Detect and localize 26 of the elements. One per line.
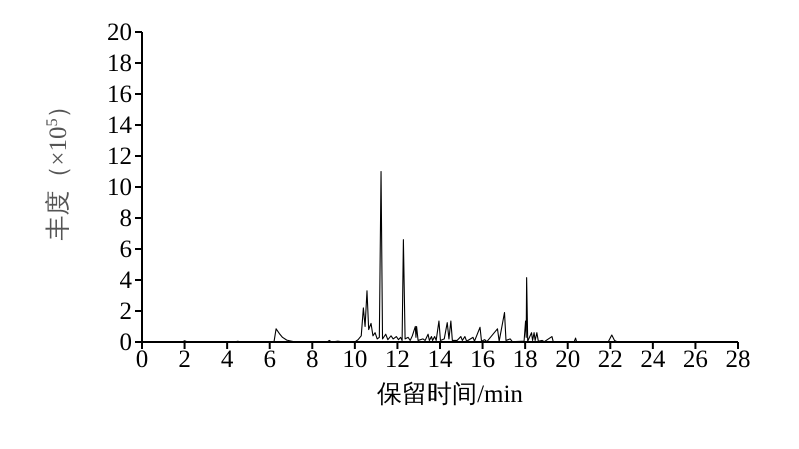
y-tick-label: 20 [107, 19, 132, 46]
y-tick-label: 6 [120, 236, 132, 263]
x-axis-title: 保留时间/min [377, 381, 524, 408]
y-tick-label: 2 [120, 298, 132, 325]
y-tick-label: 0 [120, 329, 132, 356]
x-tick-label: 12 [384, 346, 410, 373]
y-tick-label: 14 [107, 112, 132, 139]
x-tick-label: 28 [726, 346, 750, 373]
y-tick-label: 10 [107, 174, 132, 201]
x-tick-label: 4 [220, 346, 234, 373]
x-tick-label: 18 [512, 346, 538, 373]
x-tick-label: 14 [428, 346, 453, 373]
x-tick-label: 26 [682, 346, 708, 373]
x-tick-label: 10 [342, 346, 368, 373]
x-tick-label: 24 [640, 346, 666, 373]
y-tick-label: 16 [107, 81, 132, 108]
y-tick-label: 8 [120, 205, 132, 232]
y-tick-label: 4 [120, 267, 132, 294]
x-tick-label: 16 [470, 346, 496, 373]
x-tick-label: 22 [598, 346, 623, 373]
x-tick-label: 2 [178, 346, 191, 373]
x-tick-label: 20 [555, 346, 580, 373]
x-tick-label: 8 [306, 346, 319, 373]
x-tick-label: 6 [263, 346, 276, 373]
y-tick-label: 12 [107, 143, 132, 170]
y-tick-label: 18 [107, 50, 132, 77]
